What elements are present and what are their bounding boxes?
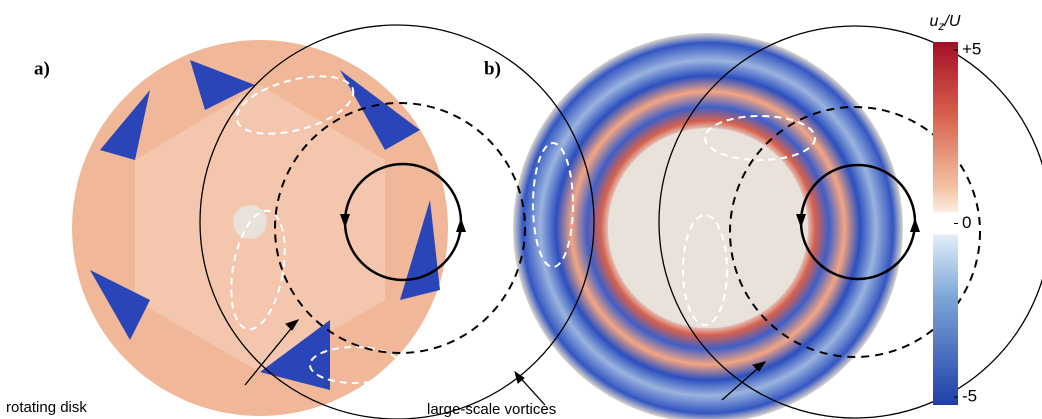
panel-a: a) <box>34 40 448 416</box>
inner-cylinder <box>608 128 808 328</box>
colorbar-tick-label: 0 <box>962 213 971 232</box>
annotation: rotating disk <box>6 399 87 416</box>
colorbar-tick-label: -5 <box>962 386 977 405</box>
colorbar-label: uz/U <box>930 13 961 33</box>
colorbar: uz/U +5 0 -5 <box>930 13 982 405</box>
panel-label: b) <box>484 58 501 79</box>
panel-label: a) <box>34 58 50 79</box>
annotation: large-scale vortices <box>427 401 556 418</box>
panel-b: b) <box>484 33 903 419</box>
label-rest: /U <box>943 13 960 30</box>
figure: a) b) rotating disk large-scale vortices… <box>0 0 1042 419</box>
label-var: u <box>930 13 939 30</box>
label-sub: z <box>937 19 944 33</box>
colorbar-tick-label: +5 <box>962 39 981 58</box>
